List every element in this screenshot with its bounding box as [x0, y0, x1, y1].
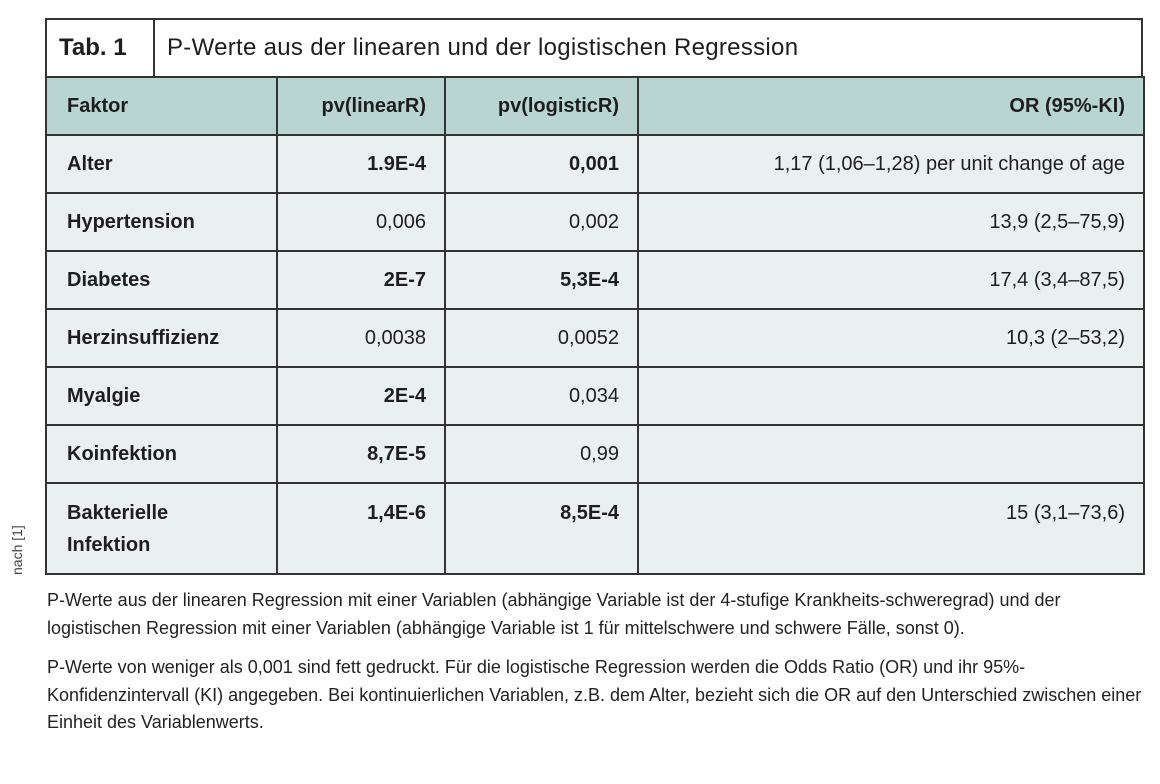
table-cell: 15 (3,1–73,6) — [637, 482, 1145, 575]
table-label: Tab. 1 — [47, 20, 155, 76]
table-cell: Myalgie — [45, 366, 278, 426]
table-row: Alter 1.9E-4 0,001 1,17 (1,06–1,28) per uni… — [45, 134, 1145, 194]
table-cell: Koinfektion — [45, 424, 278, 484]
notes: P-Werte aus der linearen Regression mit … — [47, 587, 1142, 749]
header-cell: pv(logisticR) — [444, 76, 639, 136]
table-body: Alter 1.9E-4 0,001 1,17 (1,06–1,28) per uni… — [45, 134, 1145, 575]
data-table: Faktor pv(linearR) pv(logisticR) OR (95%-KI… — [45, 76, 1145, 575]
header-cell: Faktor — [45, 76, 278, 136]
table-cell: 1.9E-4 — [276, 134, 446, 194]
table-cell: 0,006 — [276, 192, 446, 252]
table-title: P-Werte aus der linearen und der logisti… — [167, 34, 799, 61]
table-cell: Diabetes — [45, 250, 278, 310]
header-row: Faktor pv(linearR) pv(logisticR) OR (95%-KI… — [45, 76, 1145, 136]
header-cell: OR (95%-KI) — [637, 76, 1145, 136]
table-cell: Hypertension — [45, 192, 278, 252]
table-cell: 2E-7 — [276, 250, 446, 310]
table-row: Diabetes 2E-7 5,3E-4 17,4 (3,4–87,5) — [45, 250, 1145, 310]
side-note: nach [1] — [9, 525, 25, 575]
table-row: Herzinsuffizienz 0,0038 0,0052 10,3 (2–53,2… — [45, 308, 1145, 368]
table-cell: Herzinsuffizienz — [45, 308, 278, 368]
header-cell: pv(linearR) — [276, 76, 446, 136]
table-cell: 0,0038 — [276, 308, 446, 368]
table-cell: 2E-4 — [276, 366, 446, 426]
table-cell: 0,002 — [444, 192, 639, 252]
table-cell: 0,0052 — [444, 308, 639, 368]
table-cell: 8,7E-5 — [276, 424, 446, 484]
table-cell: 13,9 (2,5–75,9) — [637, 192, 1145, 252]
table-cell: 5,3E-4 — [444, 250, 639, 310]
table-cell: Alter — [45, 134, 278, 194]
table-cell: 1,17 (1,06–1,28) per unit change of age — [637, 134, 1145, 194]
table-cell: Bakterielle Infektion — [45, 482, 278, 575]
note-paragraph: P-Werte aus der linearen Regression mit … — [47, 590, 1061, 638]
table-row: Bakterielle Infektion 1,4E-6 8,5E-4 15 (3,1… — [45, 482, 1145, 575]
note-paragraph: P-Werte von weniger als 0,001 sind fett … — [47, 657, 1142, 732]
table-cell: 17,4 (3,4–87,5) — [637, 250, 1145, 310]
empty-cell — [637, 424, 1145, 484]
table-cell: 1,4E-6 — [276, 482, 446, 575]
table-row: Koinfektion 8,7E-5 0,99 — [45, 424, 1145, 484]
table-cell: 8,5E-4 — [444, 482, 639, 575]
table-cell: 0,99 — [444, 424, 639, 484]
table-cell: 0,034 — [444, 366, 639, 426]
table-row: Myalgie 2E-4 0,034 — [45, 366, 1145, 426]
empty-cell — [637, 366, 1145, 426]
table-row: Hypertension 0,006 0,002 13,9 (2,5–75,9) — [45, 192, 1145, 252]
table-cell: 10,3 (2–53,2) — [637, 308, 1145, 368]
table-title-bar: Tab. 1 P-Werte aus der linearen und der … — [45, 18, 1143, 76]
table-cell: 0,001 — [444, 134, 639, 194]
